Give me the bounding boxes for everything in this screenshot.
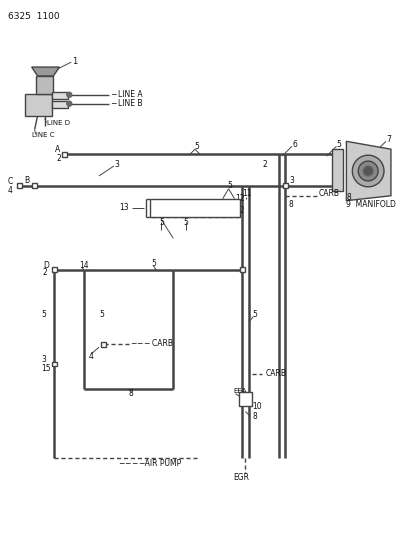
Circle shape: [353, 155, 384, 187]
Text: ─ ─ ─ CARB: ─ ─ ─ CARB: [131, 338, 173, 348]
Bar: [53, 101, 68, 108]
Text: ─ LINE B: ─ LINE B: [111, 99, 142, 108]
Circle shape: [67, 101, 72, 106]
Text: 2: 2: [42, 269, 47, 278]
Text: 5: 5: [183, 218, 188, 227]
Bar: [35, 76, 53, 94]
Text: 5: 5: [194, 142, 199, 151]
Text: 13: 13: [119, 203, 129, 212]
Text: 5: 5: [99, 310, 104, 319]
Bar: [62, 152, 67, 157]
Polygon shape: [346, 141, 391, 201]
Text: C: C: [8, 177, 13, 187]
Text: 5: 5: [253, 310, 257, 319]
Text: 3: 3: [42, 354, 47, 364]
Bar: [151, 199, 239, 216]
Text: 6: 6: [293, 140, 298, 149]
Bar: [240, 268, 245, 272]
Text: ─ ─ ─ ─AIR PUMP: ─ ─ ─ ─AIR PUMP: [119, 459, 181, 469]
Circle shape: [67, 93, 71, 97]
Bar: [102, 342, 106, 346]
Text: LINE D: LINE D: [47, 120, 69, 126]
Text: 14: 14: [79, 261, 89, 270]
Text: CARB: CARB: [319, 189, 340, 198]
Bar: [239, 392, 253, 406]
Bar: [332, 149, 344, 191]
Text: LINE C: LINE C: [32, 132, 54, 139]
Bar: [32, 183, 37, 188]
Text: 12: 12: [235, 194, 245, 203]
Text: 8: 8: [129, 389, 133, 398]
Text: 5: 5: [160, 218, 164, 227]
Bar: [52, 268, 57, 272]
Text: 3: 3: [115, 159, 120, 168]
Text: 3: 3: [289, 176, 294, 185]
Text: ─ LINE A: ─ LINE A: [111, 90, 142, 99]
Text: 5: 5: [228, 181, 233, 190]
Bar: [25, 94, 53, 116]
Circle shape: [363, 166, 373, 176]
Polygon shape: [32, 67, 60, 76]
Text: 8: 8: [253, 412, 257, 421]
Circle shape: [358, 161, 378, 181]
Text: 9  MANIFOLD: 9 MANIFOLD: [346, 200, 396, 209]
Text: EEA: EEA: [233, 387, 247, 394]
Text: VAPOR HARNESS: VAPOR HARNESS: [164, 205, 226, 211]
Text: 8: 8: [289, 200, 294, 209]
Text: 4: 4: [89, 352, 94, 360]
Text: 10: 10: [253, 402, 262, 411]
Bar: [53, 92, 68, 99]
Text: CARB: CARB: [265, 369, 286, 378]
Text: B: B: [24, 176, 29, 185]
Circle shape: [67, 92, 72, 97]
Text: 5: 5: [151, 259, 156, 268]
Text: 11: 11: [242, 189, 252, 198]
Text: 7: 7: [386, 135, 391, 144]
Text: 2: 2: [56, 154, 61, 163]
Text: 6325  1100: 6325 1100: [8, 12, 60, 21]
Bar: [283, 183, 288, 188]
Text: 12: 12: [235, 206, 245, 215]
Text: 8: 8: [346, 193, 351, 202]
Text: 15: 15: [42, 365, 51, 374]
Bar: [52, 361, 57, 367]
Text: 2: 2: [262, 159, 267, 168]
Text: 4: 4: [8, 187, 13, 195]
Text: 5: 5: [42, 310, 47, 319]
Bar: [17, 183, 22, 188]
Text: EGR: EGR: [233, 473, 249, 482]
Text: A: A: [55, 145, 61, 154]
Text: 5: 5: [337, 140, 341, 149]
Text: D: D: [44, 261, 49, 270]
Text: 1: 1: [72, 56, 78, 66]
